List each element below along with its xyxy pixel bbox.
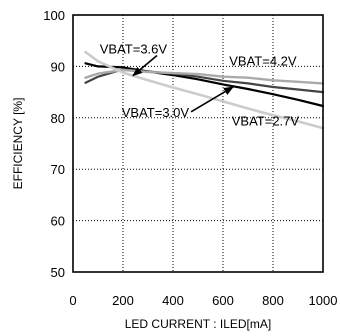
grid-layer xyxy=(73,15,323,272)
annotation-layer: VBAT=3.6V VBAT=4.2V VBAT=3.0V VBAT=2.7V xyxy=(100,42,300,129)
y-tick-label: 70 xyxy=(51,162,65,177)
tick-label-layer: 0 200 400 600 800 1000 50 60 70 80 90 100 xyxy=(43,8,337,308)
y-tick-label: 80 xyxy=(51,111,65,126)
x-tick-label: 200 xyxy=(112,293,134,308)
x-tick-label: 0 xyxy=(69,293,76,308)
x-tick-label: 1000 xyxy=(309,293,338,308)
y-tick-label: 100 xyxy=(43,8,65,23)
annotation-vbat-4-2v: VBAT=4.2V xyxy=(229,53,297,68)
x-tick-label: 400 xyxy=(162,293,184,308)
series-line-vbat-2-7v xyxy=(84,50,325,130)
annotation-vbat-3-6v: VBAT=3.6V xyxy=(100,42,168,57)
y-tick-label: 50 xyxy=(51,265,65,280)
annotation-arrow xyxy=(190,86,234,113)
x-tick-label: 800 xyxy=(262,293,284,308)
series-line-vbat-3-0v xyxy=(84,62,325,108)
y-tick-label: 90 xyxy=(51,59,65,74)
x-tick-label: 600 xyxy=(212,293,234,308)
x-axis-title: LED CURRENT : ILED[mA] xyxy=(125,317,271,331)
annotation-vbat-2-7v: VBAT=2.7V xyxy=(232,114,300,129)
series-line-vbat-4-2v xyxy=(84,68,325,85)
series-layer xyxy=(84,50,325,130)
y-axis-title: EFFICIENCY [%] xyxy=(11,98,25,190)
annotation-arrow xyxy=(132,54,158,77)
y-tick-label: 60 xyxy=(51,214,65,229)
plot-frame xyxy=(72,14,324,273)
annotation-vbat-3-0v: VBAT=3.0V xyxy=(122,105,190,120)
